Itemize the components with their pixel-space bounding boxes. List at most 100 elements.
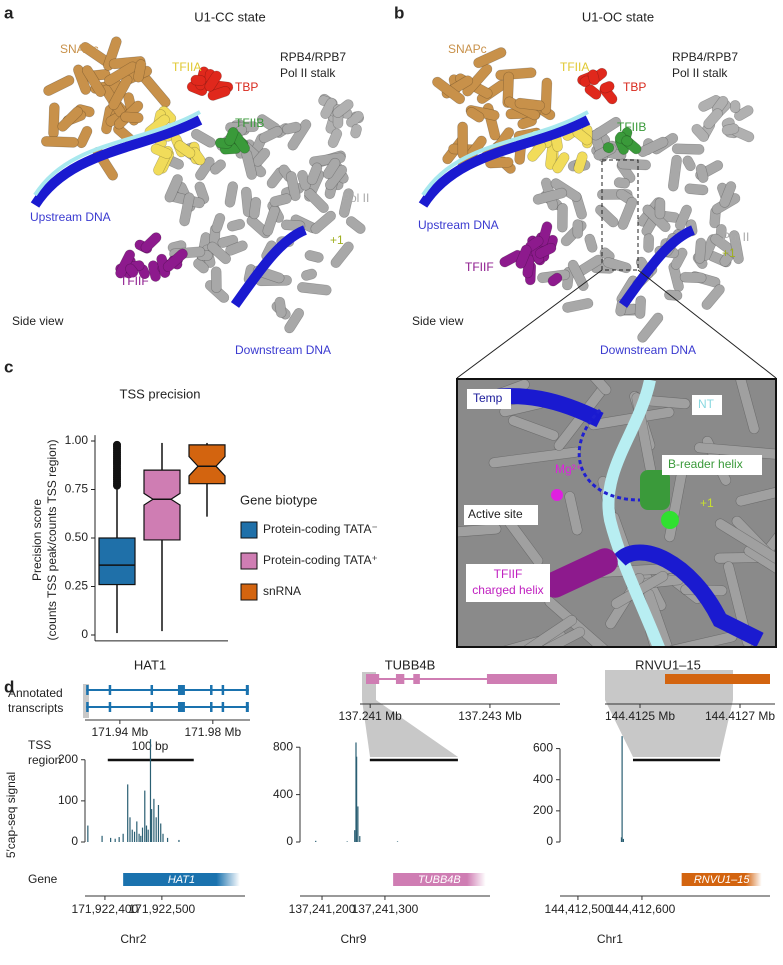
dna — [602, 379, 666, 647]
helix — [728, 230, 744, 265]
exon — [245, 685, 249, 695]
helix — [164, 174, 183, 203]
signal-bar — [141, 827, 144, 842]
helix — [719, 181, 737, 208]
dna — [230, 225, 308, 308]
track-title: TUBB4B — [385, 657, 436, 672]
signal-bar — [357, 806, 359, 842]
gene-name: HAT1 — [168, 874, 195, 886]
box — [98, 537, 136, 586]
track-title: RNVU1–15 — [635, 657, 701, 672]
helix — [637, 312, 664, 343]
signal-bar — [160, 823, 162, 842]
helix — [209, 159, 226, 175]
helix — [330, 241, 354, 268]
panel-label: c — [4, 357, 13, 376]
helix — [684, 183, 709, 196]
box-chart: 0 0.25 0.50 0.75 1.00 Protein-coding TATA⁻ Pro… — [65, 433, 378, 642]
helix — [284, 307, 305, 334]
helix — [108, 74, 133, 111]
y-tick-label: 0 — [286, 834, 293, 848]
signal-bar — [157, 804, 160, 842]
helix — [43, 75, 75, 96]
helix — [432, 76, 466, 105]
chart-title: TSS precision — [120, 386, 201, 401]
helix — [320, 97, 337, 120]
helix — [466, 106, 485, 123]
legend-label: snRNA — [263, 584, 301, 598]
helix — [634, 295, 647, 319]
exon — [210, 702, 213, 712]
structure — [418, 47, 755, 343]
helix — [224, 181, 239, 208]
helix — [532, 187, 568, 205]
y-tick-label: 0.50 — [65, 530, 89, 544]
signal-bar — [136, 821, 138, 842]
helix — [533, 336, 577, 363]
helix — [81, 65, 106, 98]
exon — [221, 685, 225, 695]
panel-label: b — [394, 3, 404, 22]
helix — [57, 106, 83, 132]
helix — [285, 171, 301, 202]
label: TFIIB — [617, 120, 646, 134]
helix — [40, 136, 79, 148]
helix — [350, 123, 362, 139]
signal-bar — [162, 833, 164, 842]
label: Pol II stalk — [672, 66, 728, 80]
helix — [613, 177, 631, 189]
helix — [694, 237, 707, 264]
legend-swatch — [240, 583, 258, 601]
zoom-wedge — [362, 672, 458, 757]
helix — [194, 181, 210, 204]
label: TFIIA — [172, 60, 201, 74]
dna — [577, 408, 641, 502]
label: Downstream DNA — [235, 343, 331, 357]
helix — [457, 523, 502, 538]
legend-swatch — [240, 552, 258, 570]
helix — [664, 289, 683, 301]
helix — [595, 204, 619, 228]
helix — [297, 282, 332, 296]
legend-title: Gene biotype — [240, 492, 317, 507]
track-title: HAT1 — [134, 657, 166, 672]
signal-bar — [346, 841, 348, 842]
label: RPB4/RPB7 — [672, 50, 738, 64]
panel-label: d — [4, 677, 14, 696]
y-axis-label: (counts TSS peak/counts TSS region) — [45, 440, 59, 641]
helix — [674, 204, 692, 231]
label: charged helix — [472, 583, 543, 597]
label: SNAPc — [60, 42, 99, 56]
signal-bar — [122, 833, 124, 842]
dna — [33, 110, 201, 197]
helix — [310, 210, 336, 235]
dna — [618, 225, 696, 308]
signal-bar — [140, 835, 142, 842]
signal-bar — [114, 838, 116, 842]
helix — [515, 244, 532, 269]
label: TFIIF — [494, 567, 523, 581]
helix — [120, 111, 144, 124]
helix — [211, 212, 226, 234]
x-tick-label: 171,922,400 — [72, 902, 139, 916]
helix — [721, 123, 740, 136]
helix — [473, 47, 507, 69]
helix — [574, 360, 657, 370]
x-tick-label: 171,922,500 — [129, 902, 196, 916]
label: Downstream DNA — [600, 343, 696, 357]
helix — [679, 271, 707, 284]
helix — [573, 151, 588, 174]
label: Pol II — [342, 191, 369, 205]
x-tick-label: 144,412,600 — [609, 902, 676, 916]
gene-bar — [123, 873, 240, 886]
x-tick-label: 137,241,300 — [352, 902, 419, 916]
y-tick-label: 1.00 — [65, 433, 89, 447]
chromosome: Chr9 — [340, 932, 366, 946]
helix — [534, 242, 557, 259]
label: SNAPc — [448, 42, 487, 56]
y-tick-label: 0 — [546, 834, 553, 848]
helix — [703, 108, 723, 130]
helix — [224, 127, 239, 146]
chromosome: Chr2 — [120, 932, 146, 946]
